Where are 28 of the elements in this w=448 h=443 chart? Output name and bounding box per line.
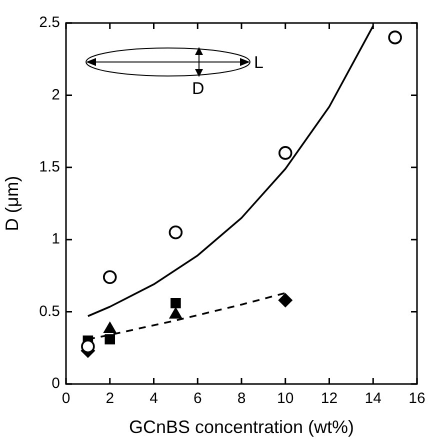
x-tick-label: 8 [237,390,246,408]
y-tick-label: 2.5 [39,14,60,32]
y-tick-label: 1 [52,230,60,248]
x-tick-label: 16 [408,390,426,408]
point [170,298,181,308]
point [168,225,183,240]
x-tick-label: 10 [277,390,294,408]
x-tick-label: 2 [106,390,114,408]
point [278,293,292,308]
point [278,146,292,160]
x-tick-label: 14 [364,390,382,408]
y-tick-label: 0 [52,375,60,392]
annotation: L [254,53,264,72]
point [388,30,402,44]
annotation: D [192,79,204,98]
point [81,340,95,354]
y-tick-label: 0.5 [39,302,60,320]
point [102,270,117,284]
point [104,334,116,344]
x-tick-label: 4 [150,390,158,408]
point [170,308,182,319]
y-tick-label: 1.5 [39,158,60,176]
x-tick-label: 12 [320,390,338,408]
x-tick-label: 6 [193,390,202,408]
y-axis-title: D (μm) [2,176,22,232]
x-axis-title: GCnBS concentration (wt%) [128,417,354,438]
y-tick-label: 2 [52,86,60,104]
point [104,322,116,334]
